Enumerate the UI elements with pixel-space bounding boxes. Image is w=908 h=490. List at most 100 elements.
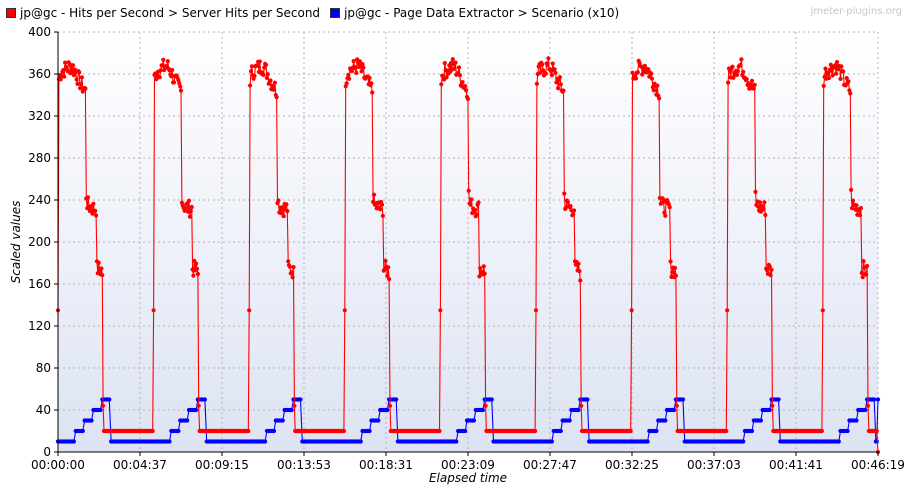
data-point-0 <box>453 60 458 65</box>
y-tick-label: 400 <box>28 25 51 39</box>
data-point-0 <box>477 274 482 279</box>
data-point-0 <box>549 73 555 78</box>
x-tick-label: 00:00:00 <box>31 458 85 472</box>
y-axis-title: Scaled values <box>9 201 23 284</box>
data-point-0 <box>70 63 76 68</box>
data-point-0 <box>86 195 91 200</box>
data-point-0 <box>464 88 469 93</box>
data-point-0 <box>370 90 375 95</box>
data-point-0 <box>577 269 582 274</box>
data-point-0 <box>725 308 730 313</box>
data-point-0 <box>91 201 96 206</box>
data-point-0 <box>341 428 346 434</box>
data-point-0 <box>367 75 372 81</box>
data-point-0 <box>668 259 673 264</box>
data-point-0 <box>188 208 193 213</box>
data-point-1 <box>875 397 881 402</box>
data-point-0 <box>150 428 155 434</box>
data-point-0 <box>265 72 270 77</box>
data-point-0 <box>662 210 667 215</box>
data-point-0 <box>726 80 731 85</box>
data-point-0 <box>557 75 563 80</box>
data-point-0 <box>195 271 200 277</box>
data-point-0 <box>157 75 162 80</box>
series-1 <box>55 397 881 444</box>
data-point-0 <box>359 69 364 74</box>
data-point-1 <box>654 428 659 434</box>
data-point-1 <box>194 407 199 413</box>
data-point-1 <box>471 418 477 423</box>
data-point-0 <box>378 207 383 212</box>
data-point-0 <box>78 82 84 87</box>
data-point-0 <box>847 88 852 93</box>
data-point-0 <box>826 71 831 76</box>
data-point-0 <box>749 78 755 83</box>
data-point-0 <box>770 403 775 408</box>
series-0 <box>55 56 881 455</box>
data-point-0 <box>646 67 651 72</box>
data-point-1 <box>854 418 859 423</box>
data-point-0 <box>670 270 675 275</box>
data-point-0 <box>768 273 773 278</box>
data-point-1 <box>454 439 459 444</box>
data-point-0 <box>264 75 269 80</box>
data-point-0 <box>270 83 275 88</box>
data-point-0 <box>437 428 442 434</box>
data-point-0 <box>169 74 174 79</box>
data-point-0 <box>846 79 851 84</box>
x-tick-label: 00:27:47 <box>523 458 577 472</box>
data-point-0 <box>351 59 356 64</box>
data-point-0 <box>571 212 576 217</box>
data-point-0 <box>274 95 279 100</box>
data-point-0 <box>285 209 290 214</box>
x-axis-title: Elapsed time <box>429 471 507 485</box>
data-point-1 <box>463 428 468 434</box>
x-tick-label: 00:18:31 <box>359 458 413 472</box>
data-point-1 <box>863 407 868 413</box>
y-tick-label: 120 <box>28 319 51 333</box>
data-point-0 <box>248 83 253 88</box>
data-point-0 <box>257 59 262 64</box>
data-point-0 <box>281 214 286 219</box>
x-tick-label: 00:09:15 <box>195 458 249 472</box>
data-point-0 <box>463 84 468 89</box>
data-point-0 <box>191 273 196 278</box>
data-point-0 <box>572 208 577 213</box>
data-point-1 <box>394 397 399 402</box>
legend-swatch-scenario <box>330 8 341 18</box>
data-point-1 <box>176 428 181 434</box>
data-point-0 <box>630 70 635 75</box>
data-point-1 <box>758 418 764 423</box>
data-point-0 <box>667 205 672 210</box>
data-point-0 <box>552 67 557 72</box>
data-point-0 <box>387 403 393 408</box>
legend-item-hits: jp@gc - Hits per Second > Server Hits pe… <box>6 6 320 20</box>
data-point-0 <box>848 91 853 96</box>
data-point-0 <box>748 82 753 87</box>
data-point-1 <box>202 397 207 402</box>
data-point-1 <box>298 397 303 402</box>
x-tick-label: 00:13:53 <box>277 458 331 472</box>
y-tick-label: 40 <box>36 403 51 417</box>
data-point-0 <box>456 65 462 70</box>
data-point-0 <box>565 200 571 205</box>
data-point-0 <box>628 428 633 434</box>
data-point-1 <box>367 428 372 434</box>
data-point-0 <box>344 81 349 86</box>
data-point-0 <box>481 264 486 269</box>
data-point-0 <box>865 403 871 408</box>
data-point-0 <box>100 273 105 278</box>
data-point-0 <box>171 80 177 85</box>
data-point-0 <box>450 57 455 62</box>
data-point-1 <box>167 439 172 444</box>
data-point-0 <box>248 69 254 74</box>
data-point-1 <box>263 439 268 444</box>
data-point-1 <box>376 418 381 423</box>
data-point-1 <box>558 428 563 434</box>
data-point-0 <box>271 87 277 92</box>
data-point-1 <box>567 418 572 423</box>
data-point-0 <box>478 266 483 271</box>
y-tick-label: 280 <box>28 151 51 165</box>
data-point-0 <box>762 200 767 205</box>
data-point-0 <box>387 277 392 282</box>
